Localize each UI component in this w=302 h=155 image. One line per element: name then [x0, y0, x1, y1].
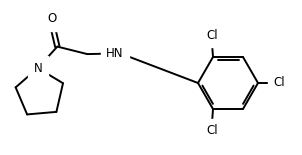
Text: HN: HN	[106, 47, 124, 60]
Text: Cl: Cl	[206, 29, 218, 42]
Text: Cl: Cl	[274, 77, 285, 89]
Text: Cl: Cl	[206, 124, 218, 137]
Text: N: N	[34, 62, 42, 75]
Text: O: O	[47, 12, 56, 25]
